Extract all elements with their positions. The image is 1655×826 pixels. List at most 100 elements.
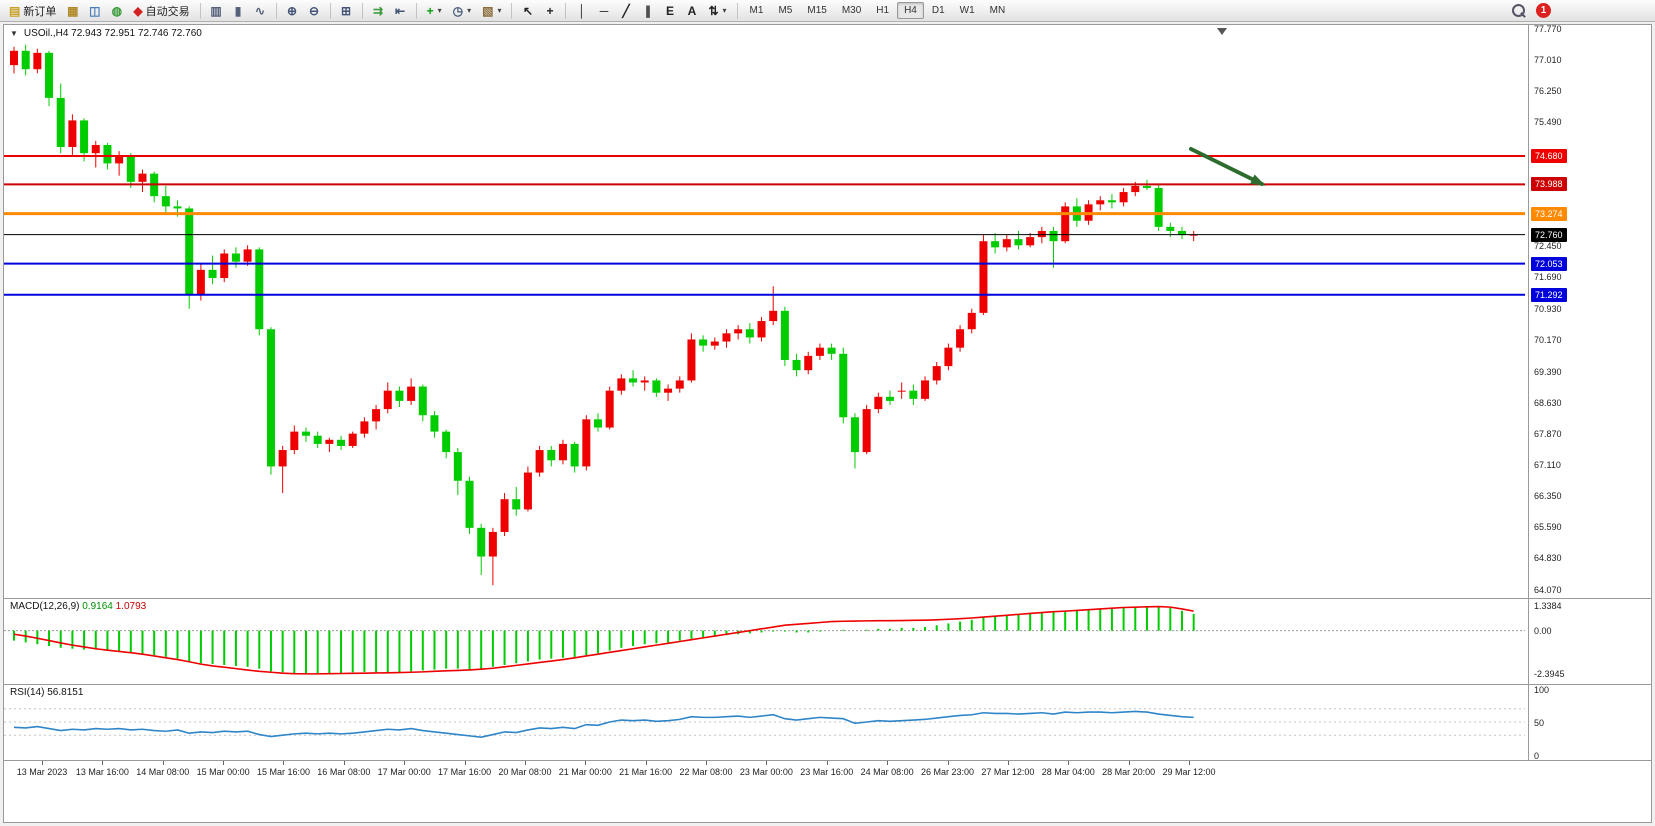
price-axis[interactable]: 77.770 77.010 76.250 75.490 72.450 71.690 70.9… — [1529, 24, 1651, 761]
candle — [967, 312, 976, 330]
toolbar-right: 1 — [1512, 3, 1651, 18]
zoom-out-icon[interactable]: ⊖ — [304, 2, 325, 20]
trendline-icon[interactable]: ╱ — [615, 2, 636, 20]
time-axis-tick — [706, 761, 708, 765]
line-mode-icon[interactable]: ∿ — [250, 2, 271, 20]
price-axis-badge: 72.760 — [1531, 227, 1567, 242]
price-axis-tick: 70.930 — [1534, 303, 1562, 314]
candle — [453, 452, 462, 481]
candle — [1119, 192, 1128, 203]
time-axis-label: 27 Mar 12:00 — [981, 767, 1035, 777]
rsi-panel-label: RSI(14) 56.8151 — [10, 687, 83, 698]
caret-down-icon: ▾ — [497, 6, 502, 15]
tile-windows-icon[interactable]: ⊞ — [336, 2, 357, 20]
timeframe-d1-button[interactable]: D1 — [931, 5, 945, 16]
horizontal-line-icon[interactable]: ─ — [593, 2, 614, 20]
time-axis-label: 23 Mar 00:00 — [739, 767, 793, 777]
toolbar-separator — [511, 2, 513, 19]
candle — [570, 443, 579, 467]
candle — [278, 450, 287, 467]
auto-trading-button[interactable]: ◆ 自动交易 — [128, 0, 194, 22]
time-axis-tick — [645, 761, 647, 765]
time-axis[interactable]: 13 Mar 2023 13 Mar 16:00 14 Mar 08:00 15 Ma… — [4, 760, 1651, 784]
candles-mode-icon: ▮ — [234, 3, 242, 18]
tile-windows-icon: ⊞ — [341, 3, 352, 18]
zoom-in-icon[interactable]: ⊕ — [282, 2, 303, 20]
macd-indicator-panel[interactable] — [4, 599, 1525, 684]
timeframe-m5-button[interactable]: M5 — [778, 5, 793, 16]
bars-mode-icon[interactable]: ▥ — [206, 2, 227, 20]
timeframe-m30-button[interactable]: M30 — [841, 5, 862, 16]
arrows-button[interactable]: ⇅ ▾ — [703, 2, 731, 20]
profiles-icon[interactable]: ◫ — [84, 2, 105, 20]
vertical-line-icon: │ — [578, 3, 586, 18]
candle — [547, 450, 556, 461]
new-order-icon: ▤ — [9, 3, 21, 18]
text-icon[interactable]: A — [681, 2, 702, 20]
main-chart-canvas[interactable] — [4, 25, 1525, 598]
text-icon: A — [687, 3, 697, 18]
rsi-pane-splitter[interactable] — [4, 684, 1651, 685]
candle — [45, 52, 54, 98]
indicators-button[interactable]: + ▾ — [422, 2, 447, 20]
new-order-button[interactable]: ▤ 新订单 — [4, 0, 61, 22]
macd-name: MACD(12,26,9) — [10, 601, 80, 612]
candle — [1178, 230, 1186, 236]
fibonacci-icon[interactable]: E — [659, 2, 680, 20]
macd-value-2: 1.0793 — [115, 601, 147, 612]
trend-arrow-annotation[interactable] — [1189, 147, 1264, 186]
caret-down-icon: ▾ — [437, 6, 442, 15]
price-axis-badge: 73.274 — [1531, 206, 1567, 221]
time-axis-tick — [223, 761, 225, 765]
candle — [523, 472, 532, 510]
chart-shift-icon[interactable]: ⇤ — [390, 2, 411, 20]
candle — [629, 378, 638, 383]
caret-down-icon: ▾ — [467, 6, 472, 15]
notification-badge[interactable]: 1 — [1536, 3, 1551, 18]
periods-button[interactable]: ◷ ▾ — [448, 2, 477, 20]
rsi-indicator-panel[interactable] — [4, 685, 1525, 760]
candle — [1002, 239, 1011, 248]
candle — [734, 329, 743, 334]
candle — [617, 378, 626, 391]
timeframe-w1-button[interactable]: W1 — [959, 5, 975, 16]
candle — [103, 144, 112, 164]
time-axis-tick — [404, 761, 406, 765]
time-axis-label: 15 Mar 16:00 — [256, 767, 310, 777]
one-click-trading-toggle[interactable]: ▼ — [10, 29, 18, 38]
auto-trading-button-label: 自动交易 — [145, 5, 190, 18]
candle — [337, 439, 346, 446]
timeframe-m15-button[interactable]: M15 — [807, 5, 827, 16]
candle — [185, 208, 194, 295]
timeframe-h1-button[interactable]: H1 — [876, 5, 890, 16]
candle — [418, 386, 427, 416]
market-watch-icon[interactable]: ◍ — [106, 2, 127, 20]
candle — [956, 329, 965, 348]
search-icon[interactable] — [1512, 3, 1526, 18]
templates-button[interactable]: ▧ ▾ — [477, 2, 506, 20]
cursor-icon[interactable]: ↖ — [517, 2, 538, 20]
crosshair-icon[interactable]: + — [539, 2, 560, 20]
time-axis-tick — [887, 761, 889, 765]
time-axis-tick — [1007, 761, 1009, 765]
auto-scroll-icon[interactable]: ⇉ — [368, 2, 389, 20]
timeframe-mn-button[interactable]: MN — [989, 5, 1006, 16]
price-axis-tick: 75.490 — [1534, 116, 1562, 127]
charts-icon[interactable]: ▦ — [62, 2, 83, 20]
cursor-icon: ↖ — [522, 3, 533, 18]
candle — [407, 386, 416, 401]
time-axis-label: 21 Mar 16:00 — [619, 767, 673, 777]
timeframe-m1-button[interactable]: M1 — [749, 5, 764, 16]
candle — [313, 435, 322, 444]
toolbar-separator — [199, 2, 201, 19]
timeframe-h4-button[interactable]: H4 — [897, 2, 924, 19]
bar-shift-marker[interactable] — [1217, 28, 1227, 35]
candles-mode-icon[interactable]: ▮ — [228, 2, 249, 20]
time-axis-label: 16 Mar 08:00 — [317, 767, 371, 777]
candle — [243, 249, 252, 262]
price-axis-badge: 72.053 — [1531, 256, 1567, 271]
candle — [769, 310, 778, 322]
vertical-line-icon[interactable]: │ — [571, 2, 592, 20]
channel-icon[interactable]: ∥ — [637, 2, 658, 20]
macd-pane-splitter[interactable] — [4, 598, 1651, 599]
